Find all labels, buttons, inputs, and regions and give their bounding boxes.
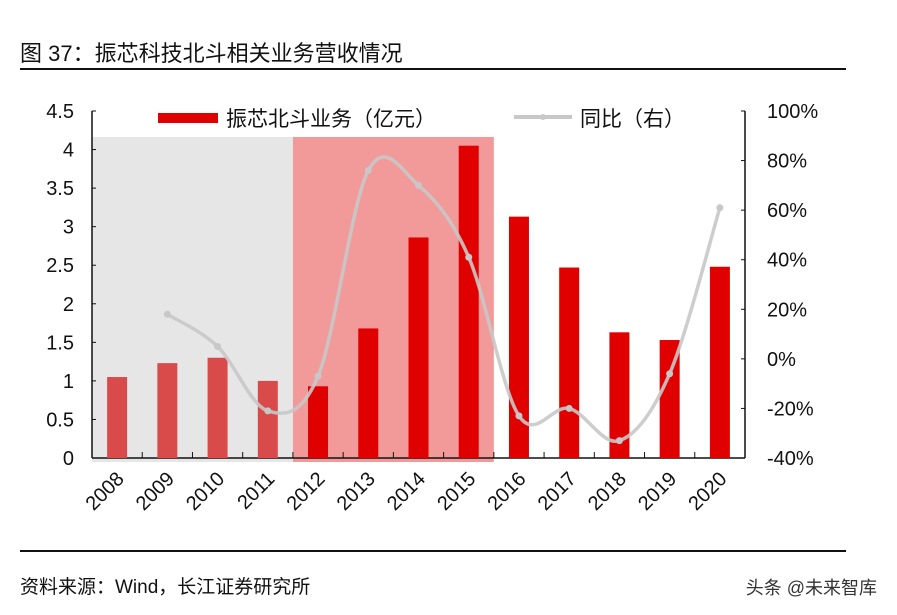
legend-bar-swatch	[158, 113, 218, 123]
right-tick-label: 100%	[767, 101, 818, 123]
bar-2014	[408, 237, 429, 458]
x-tick-label: 2011	[233, 468, 279, 514]
bar-2010	[207, 357, 228, 458]
yoy-point	[364, 166, 372, 174]
legend-line-marker	[540, 114, 546, 120]
left-tick-label: 4.5	[46, 101, 74, 123]
left-tick-label: 0	[63, 448, 74, 470]
yoy-point	[465, 253, 473, 261]
x-tick-label: 2015	[433, 468, 480, 515]
bar-2018	[609, 332, 630, 458]
title-divider	[20, 68, 846, 70]
bar-2009	[157, 363, 178, 458]
right-tick-label: 0%	[767, 349, 796, 371]
left-tick-label: 1.5	[46, 332, 74, 354]
yoy-point	[415, 181, 422, 189]
x-tick-label: 2008	[82, 468, 129, 515]
bar-2008	[107, 377, 128, 458]
left-tick-label: 3.5	[46, 178, 74, 200]
x-tick-label: 2019	[634, 468, 681, 515]
yoy-point	[615, 437, 623, 445]
bar-2017	[559, 267, 580, 458]
x-tick-label: 2012	[283, 468, 330, 515]
yoy-point	[515, 412, 523, 420]
right-tick-label: 80%	[767, 151, 807, 173]
x-tick-label: 2017	[534, 468, 581, 515]
yoy-point	[214, 342, 222, 350]
legend-bar-label: 振芯北斗业务（亿元）	[226, 108, 436, 131]
yoy-point	[314, 372, 322, 380]
left-tick-label: 2	[63, 294, 74, 316]
x-tick-label: 2016	[483, 468, 530, 515]
bar-2019	[659, 340, 680, 458]
right-tick-label: 60%	[767, 200, 807, 222]
legend-line-label: 同比（右）	[580, 108, 685, 131]
right-tick-label: -20%	[767, 398, 814, 420]
x-tick-label: 2010	[182, 468, 229, 515]
right-tick-label: -40%	[767, 448, 814, 470]
right-tick-label: 20%	[767, 299, 807, 321]
watermark: 头条 @未来智库	[745, 578, 877, 598]
yoy-point	[716, 204, 724, 212]
bar-2020	[709, 266, 730, 458]
bar-2011	[257, 380, 278, 458]
left-tick-label: 2.5	[46, 255, 74, 277]
source-divider	[20, 550, 846, 552]
left-tick-label: 1	[63, 371, 74, 393]
bar-2015	[458, 145, 479, 458]
bar-2016	[508, 216, 529, 458]
x-tick-label: 2020	[684, 468, 731, 515]
x-tick-label: 2014	[383, 468, 430, 515]
left-tick-label: 3	[63, 217, 74, 239]
figure-title: 图 37：振芯科技北斗相关业务营收情况	[20, 41, 403, 66]
right-tick-label: 40%	[767, 250, 807, 272]
left-tick-label: 4	[63, 140, 74, 162]
bar-2013	[358, 328, 379, 458]
yoy-point	[264, 407, 272, 415]
x-tick-label: 2018	[584, 468, 631, 515]
yoy-point	[163, 310, 171, 318]
left-tick-label: 0.5	[46, 409, 74, 431]
yoy-point	[666, 370, 674, 378]
bar-2012	[308, 386, 329, 458]
yoy-point	[565, 404, 573, 412]
x-tick-label: 2009	[132, 468, 179, 515]
x-tick-label: 2013	[333, 468, 380, 515]
source-note: 资料来源：Wind，长江证券研究所	[20, 577, 311, 598]
